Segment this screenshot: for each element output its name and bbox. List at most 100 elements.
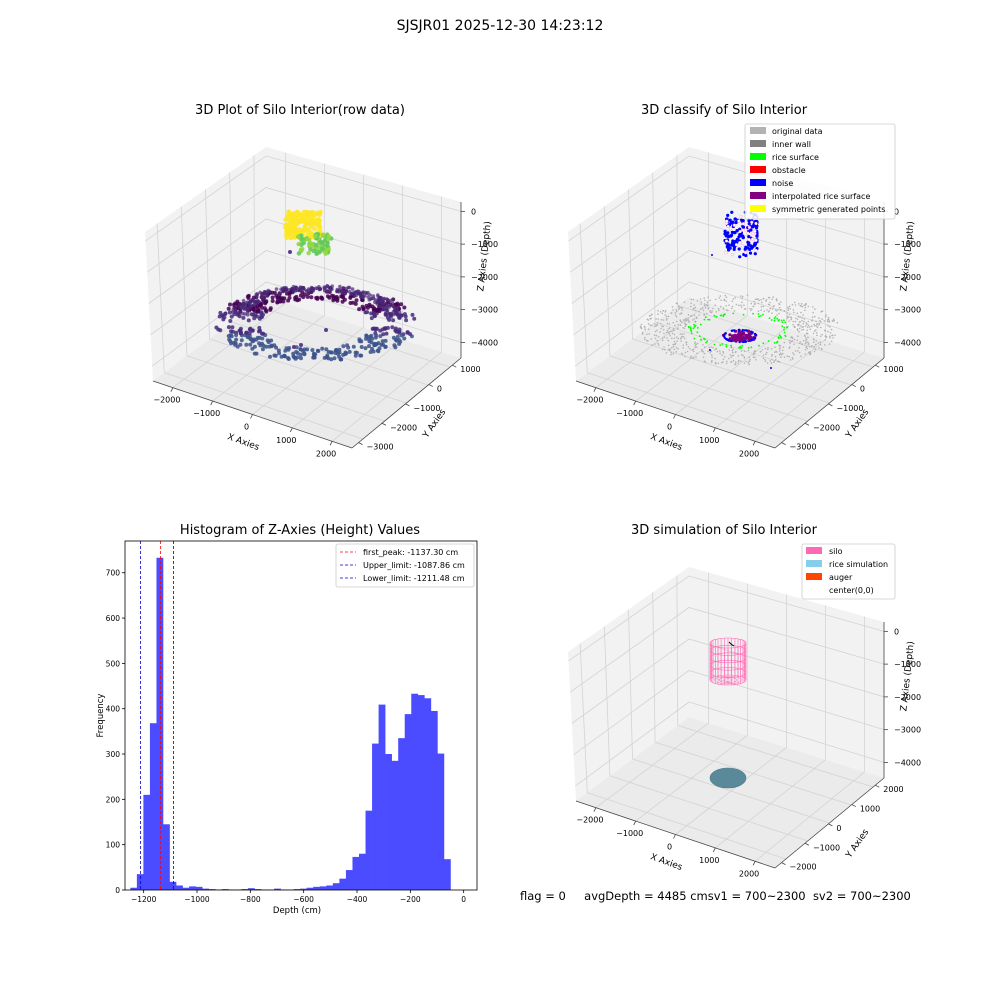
legend-label: Upper_limit: -1087.86 cm — [363, 561, 465, 570]
raw-point — [298, 347, 303, 352]
original-point — [725, 309, 728, 311]
original-point — [654, 343, 656, 345]
x-tick — [673, 414, 676, 419]
raw-point — [361, 306, 366, 311]
original-point — [792, 320, 794, 323]
raw-point — [288, 235, 294, 241]
raw-point — [241, 305, 246, 310]
original-point — [811, 345, 813, 347]
original-point — [696, 299, 699, 302]
legend-swatch — [750, 179, 766, 186]
raw-point — [295, 212, 301, 218]
raw-point — [373, 342, 378, 347]
original-point — [685, 318, 687, 320]
raw-point — [239, 330, 243, 335]
raw-point — [293, 214, 299, 220]
legend-frame — [335, 543, 475, 588]
original-point — [693, 314, 696, 317]
rice-surface-point — [773, 317, 776, 320]
original-point — [796, 328, 799, 331]
raw-point — [258, 343, 263, 348]
raw-point — [247, 331, 252, 336]
raw-point — [228, 339, 233, 344]
original-point — [673, 329, 675, 332]
grid-line — [172, 302, 286, 389]
legend-label: first_peak: -1137.30 cm — [363, 548, 458, 557]
rice-surface-point — [778, 319, 780, 321]
original-point — [709, 352, 712, 354]
raw-point — [331, 298, 336, 303]
rice-surface-point — [694, 320, 697, 323]
raw-point — [293, 229, 299, 235]
wall-point — [737, 219, 741, 223]
original-point — [692, 298, 695, 301]
original-point — [774, 346, 776, 349]
rice-surface-point — [690, 332, 693, 335]
interpolated-point — [738, 334, 742, 338]
grid-line — [632, 338, 830, 404]
raw-point — [255, 306, 260, 311]
raw-point — [279, 296, 284, 301]
original-point — [747, 349, 750, 352]
original-point — [709, 310, 711, 312]
noise-point — [754, 333, 757, 337]
noise-point — [753, 337, 756, 340]
raw-point — [360, 298, 365, 303]
raw-point — [310, 286, 315, 291]
raw-point — [262, 306, 267, 311]
original-point — [690, 305, 692, 308]
original-point — [798, 331, 800, 333]
original-point — [827, 316, 830, 319]
original-point — [676, 336, 678, 338]
raw-point — [370, 326, 375, 331]
x-tick-label: −2000 — [153, 396, 180, 405]
raw-point — [376, 307, 381, 312]
histogram-bar — [404, 714, 412, 890]
original-point — [707, 304, 709, 306]
original-point — [724, 356, 726, 358]
grid-line — [609, 775, 808, 842]
raw-point — [403, 314, 408, 319]
x-tick-label: −1200 — [131, 895, 157, 904]
raw-point — [252, 309, 257, 314]
raw-point — [372, 306, 377, 311]
original-point — [788, 355, 790, 358]
raw-point — [384, 307, 389, 311]
raw-point — [302, 213, 308, 219]
original-point — [829, 326, 831, 328]
raw-point — [293, 285, 298, 290]
original-point — [674, 314, 677, 317]
original-point — [796, 339, 799, 342]
original-point — [821, 348, 823, 351]
original-point — [730, 356, 733, 359]
original-point — [641, 333, 644, 335]
raw-point — [319, 240, 325, 245]
wall-point — [754, 248, 758, 253]
original-point — [833, 319, 835, 322]
raw-point — [238, 302, 243, 307]
raw-point — [377, 309, 382, 314]
raw-point — [232, 305, 237, 310]
original-point — [684, 351, 687, 354]
original-point — [668, 323, 671, 325]
raw-point — [371, 349, 376, 354]
original-point — [647, 323, 650, 325]
raw-point — [370, 296, 374, 301]
wall-point — [724, 239, 729, 243]
original-point — [676, 327, 679, 330]
raw-point — [344, 286, 349, 291]
original-point — [816, 332, 818, 334]
grid-line — [145, 155, 462, 242]
rice-surface-point — [738, 346, 740, 349]
raw-point — [260, 331, 264, 336]
noise-point — [753, 241, 757, 245]
original-point — [726, 360, 728, 363]
raw-point — [376, 299, 381, 304]
noise-point — [749, 228, 753, 232]
noise-point — [741, 224, 745, 228]
raw-point — [327, 285, 332, 290]
raw-point — [344, 351, 349, 356]
original-point — [650, 338, 653, 340]
original-point — [711, 310, 713, 312]
